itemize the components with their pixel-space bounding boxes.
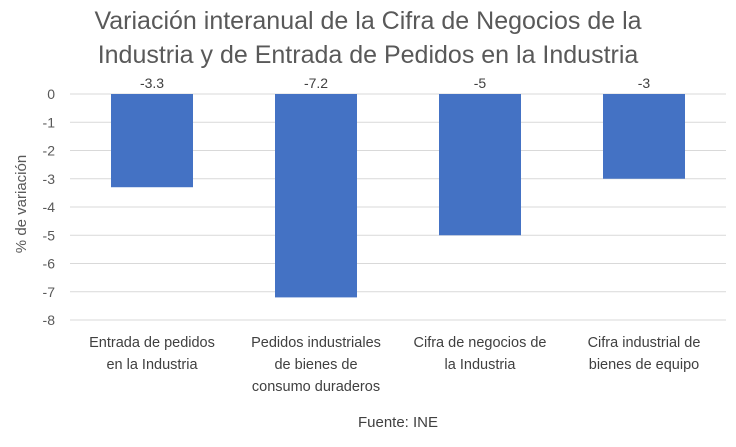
category-label-1: Entrada de pedidos xyxy=(89,335,215,351)
chart-title: Variación interanual de la Cifra de Nego… xyxy=(94,7,641,69)
bar-3 xyxy=(439,94,521,236)
y-tick-label: -3 xyxy=(43,171,56,187)
category-label-3: la Industria xyxy=(445,357,517,373)
data-labels: -3.3 -7.2 -5 -3 xyxy=(140,75,650,91)
y-tick-label: -6 xyxy=(43,256,56,272)
category-label-2: consumo duraderos xyxy=(252,379,380,395)
y-tick-label: -7 xyxy=(43,284,56,300)
bar-2 xyxy=(275,94,357,298)
y-axis-label: % de variación xyxy=(13,155,30,253)
source-note: Fuente: INE xyxy=(358,414,438,431)
y-tick-label: -2 xyxy=(43,143,56,159)
data-label-1: -3.3 xyxy=(140,75,164,91)
category-label-3: Cifra de negocios de xyxy=(414,335,547,351)
data-label-4: -3 xyxy=(638,75,651,91)
y-tick-label: -8 xyxy=(43,312,56,328)
category-label-4: Cifra industrial de xyxy=(588,335,701,351)
y-axis-ticks: 0 -1 -2 -3 -4 -5 -6 -7 -8 xyxy=(43,86,56,328)
y-tick-label: -1 xyxy=(43,114,56,130)
category-labels: Entrada de pedidos en la Industria Pedidos… xyxy=(89,335,700,395)
category-label-1: en la Industria xyxy=(106,357,198,373)
chart-title-line-1: Variación interanual de la Cifra de Nego… xyxy=(94,7,641,35)
category-label-2: Pedidos industriales xyxy=(251,335,381,351)
data-label-2: -7.2 xyxy=(304,75,328,91)
chart-title-line-2: Industria y de Entrada de Pedidos en la … xyxy=(98,41,639,69)
bar-1 xyxy=(111,94,193,188)
category-label-2: de bienes de xyxy=(274,357,357,373)
bar-4 xyxy=(603,94,685,179)
y-tick-label: -5 xyxy=(43,227,56,243)
y-tick-label: 0 xyxy=(47,86,55,102)
bars xyxy=(111,94,685,298)
data-label-3: -5 xyxy=(474,75,487,91)
y-tick-label: -4 xyxy=(43,199,56,215)
category-label-4: bienes de equipo xyxy=(589,357,699,373)
